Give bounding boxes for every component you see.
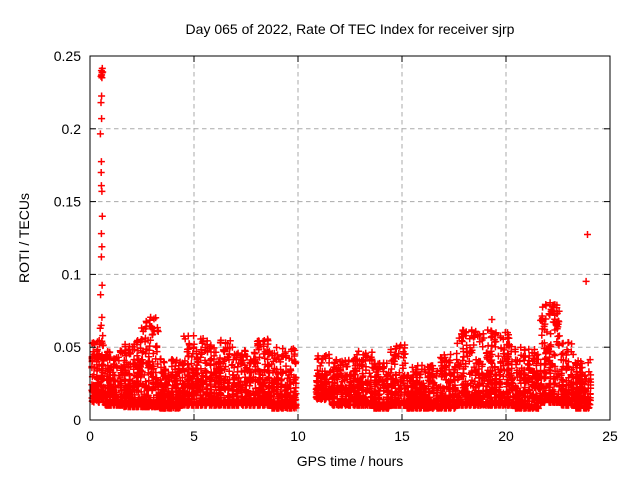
- scatter-points: [88, 64, 595, 412]
- x-tick-label: 25: [602, 428, 618, 444]
- x-tick-label: 15: [394, 428, 410, 444]
- y-tick-label: 0.1: [62, 266, 82, 282]
- chart-title: Day 065 of 2022, Rate Of TEC Index for r…: [185, 21, 515, 37]
- x-tick-label: 0: [86, 428, 94, 444]
- y-tick-label: 0.15: [54, 194, 81, 210]
- y-tick-label: 0: [73, 412, 81, 428]
- x-tick-label: 20: [498, 428, 514, 444]
- x-tick-label: 10: [290, 428, 306, 444]
- x-axis-label: GPS time / hours: [296, 453, 404, 469]
- y-tick-label: 0.25: [54, 48, 81, 64]
- y-tick-label: 0.2: [62, 121, 82, 137]
- axis-frame: [89, 55, 611, 421]
- x-tick-label: 5: [190, 428, 198, 444]
- y-tick-label: 0.05: [54, 339, 81, 355]
